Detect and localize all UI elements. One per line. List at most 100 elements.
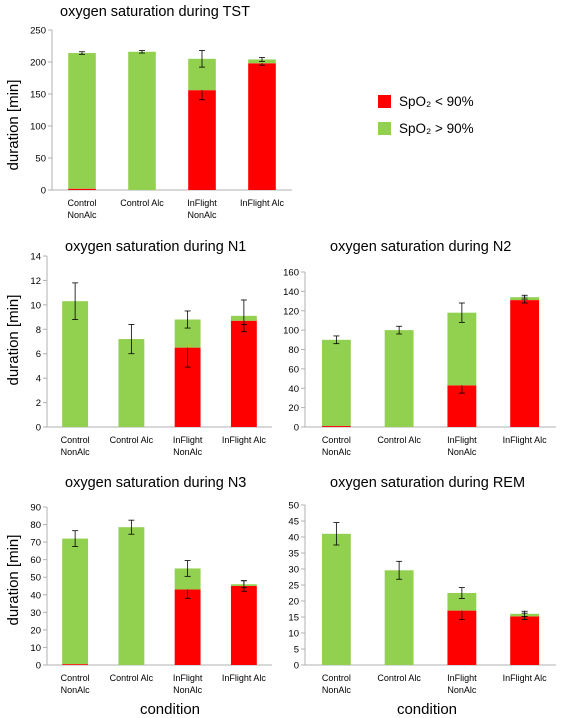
y-tick-label-n2: 140 [283, 287, 299, 298]
y-tick-label-n2: 100 [283, 326, 299, 337]
y-tick-label-n2: 20 [288, 403, 299, 414]
y-tick-label-rem: 10 [288, 629, 299, 640]
y-tick-label-n1: 14 [30, 252, 41, 263]
panel-title-rem: oxygen saturation during REM [330, 475, 525, 491]
y-tick-label-n3: 0 [36, 661, 41, 672]
y-tick-label-tst: 150 [30, 90, 46, 101]
y-tick-label-n3: 80 [30, 520, 41, 531]
bar-high-tst [128, 51, 156, 191]
category-label-rem: Control NonAlc [322, 673, 352, 695]
bar-low-tst [68, 188, 96, 190]
bar-low-n2 [510, 300, 540, 427]
bar-low-tst [188, 90, 216, 190]
bar-low-tst [248, 63, 276, 190]
bar-low-rem [510, 616, 540, 665]
category-label-n1: InFlight Alc [222, 435, 267, 445]
y-tick-label-tst: 250 [30, 26, 46, 37]
y-tick-label-n3: 60 [30, 555, 41, 566]
legend-swatch-low [378, 95, 391, 108]
category-label-n3: Control Alc [110, 673, 154, 683]
y-tick-label-tst: 50 [35, 154, 46, 165]
y-tick-label-n1: 2 [36, 398, 41, 409]
y-tick-label-rem: 5 [294, 645, 299, 656]
y-tick-label-rem: 15 [288, 613, 299, 624]
y-tick-label-n3: 10 [30, 643, 41, 654]
chart-panels: oxygen saturation during TST050100150200… [30, 4, 556, 695]
panel-title-tst: oxygen saturation during TST [60, 4, 250, 20]
bar-high-n3 [62, 538, 89, 665]
y-tick-label-n1: 4 [36, 374, 41, 385]
y-tick-label-tst: 200 [30, 58, 46, 69]
y-tick-label-rem: 0 [294, 661, 299, 672]
legend: SpO₂ < 90% SpO₂ > 90% [378, 94, 474, 136]
y-tick-label-n2: 80 [288, 345, 299, 356]
panel-title-n2: oxygen saturation during N2 [330, 239, 511, 255]
category-label-n2: Control Alc [377, 435, 421, 445]
y-tick-label-n3: 90 [30, 503, 41, 514]
y-tick-label-rem: 20 [288, 597, 299, 608]
y-tick-label-rem: 25 [288, 581, 299, 592]
panel-n2: oxygen saturation during N2 0 20 40 60 80 100 1… [283, 239, 556, 457]
y-tick-label-rem: 40 [288, 533, 299, 544]
category-label-n1: InFlight NonAlc [173, 435, 203, 457]
bar-high-n3 [118, 527, 145, 665]
y-tick-label-n3: 70 [30, 538, 41, 549]
panel-title-n3: oxygen saturation during N3 [65, 475, 246, 491]
bar-high-tst [68, 53, 96, 189]
x-axis-label-right: condition [397, 701, 457, 718]
category-label-tst: InFlight Alc [240, 198, 285, 208]
panel-tst: oxygen saturation during TST 0 50 100 150 200… [30, 4, 292, 220]
y-tick-label-n2: 0 [294, 423, 299, 434]
y-axis-label-middle: duration [min] [5, 295, 22, 386]
legend-label-low: SpO₂ < 90% [399, 94, 474, 109]
legend-swatch-high [378, 122, 391, 135]
category-label-n2: InFlight NonAlc [447, 435, 477, 457]
bar-high-n2 [447, 312, 477, 386]
y-tick-label-n1: 12 [30, 276, 41, 287]
bar-low-n1 [230, 320, 257, 427]
category-label-rem: Control Alc [377, 673, 421, 683]
bar-high-n2 [321, 339, 351, 427]
category-label-n3: InFlight NonAlc [173, 673, 203, 695]
y-tick-label-n1: 0 [36, 423, 41, 434]
category-label-n2: Control NonAlc [322, 435, 352, 457]
y-axis-label-bottom: duration [min] [5, 535, 22, 626]
bar-high-rem [447, 593, 477, 611]
y-tick-label-n3: 20 [30, 625, 41, 636]
bar-low-n3 [230, 586, 257, 665]
panel-title-n1: oxygen saturation during N1 [65, 239, 246, 255]
bar-high-rem [384, 570, 414, 665]
bar-high-rem [321, 533, 351, 665]
category-label-n1: Control NonAlc [61, 435, 91, 457]
y-tick-label-n3: 30 [30, 608, 41, 619]
y-tick-label-n2: 120 [283, 306, 299, 317]
bar-low-n3 [174, 589, 201, 665]
bar-low-n3 [62, 664, 89, 665]
panel-n1: oxygen saturation during N1 0 2 4 6 8 10 12 14 Co… [30, 239, 272, 457]
y-tick-label-rem: 45 [288, 517, 299, 528]
legend-label-high: SpO₂ > 90% [399, 121, 474, 136]
category-label-tst: Control NonAlc [67, 198, 97, 220]
bar-high-n3 [174, 568, 201, 590]
y-tick-label-rem: 35 [288, 549, 299, 560]
y-tick-label-n1: 8 [36, 325, 41, 336]
y-tick-label-tst: 100 [30, 122, 46, 133]
y-tick-label-n3: 50 [30, 573, 41, 584]
bar-high-n1 [62, 301, 89, 427]
category-label-n3: InFlight Alc [222, 673, 267, 683]
y-tick-label-tst: 0 [41, 186, 46, 197]
panel-n3: oxygen saturation during N3 0 10 20 30 40 50 60… [30, 475, 272, 695]
y-tick-label-rem: 30 [288, 565, 299, 576]
y-tick-label-n2: 160 [283, 268, 299, 279]
category-label-rem: InFlight NonAlc [447, 673, 477, 695]
y-axis-label-top: duration [min] [5, 80, 22, 171]
category-label-n2: InFlight Alc [503, 435, 548, 445]
bar-high-n2 [384, 330, 414, 427]
y-tick-label-n1: 10 [30, 300, 41, 311]
y-tick-label-rem: 50 [288, 501, 299, 512]
y-tick-label-n2: 60 [288, 364, 299, 375]
category-label-rem: InFlight Alc [503, 673, 548, 683]
x-axis-label-left: condition [140, 701, 200, 718]
category-label-n1: Control Alc [110, 435, 154, 445]
